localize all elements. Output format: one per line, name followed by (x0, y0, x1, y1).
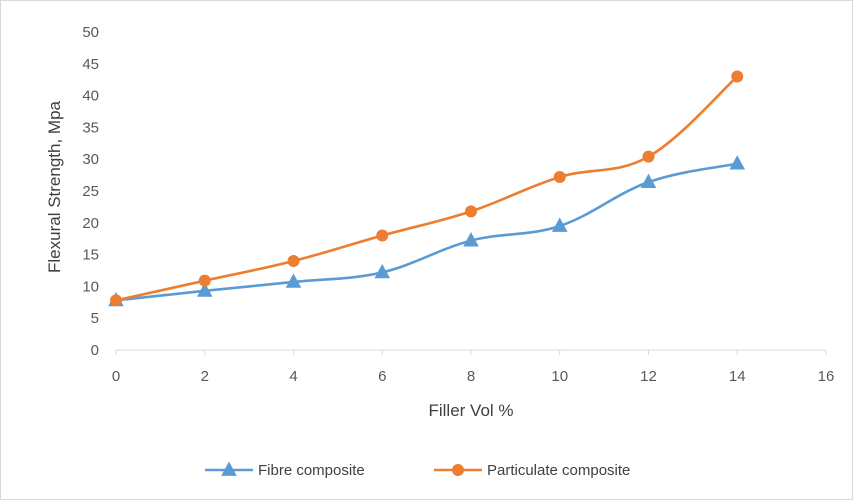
y-tick-label: 20 (82, 215, 99, 232)
y-tick-label: 45 (82, 56, 99, 73)
circle-marker (553, 171, 566, 184)
x-tick-label: 16 (818, 368, 835, 385)
y-tick-label: 50 (82, 24, 99, 41)
legend: Fibre composite Particulate composite (205, 461, 630, 479)
y-tick-label: 15 (82, 247, 99, 264)
x-tick-label: 4 (289, 368, 297, 385)
x-tick-label: 14 (729, 368, 746, 385)
x-tick-label: 10 (551, 368, 568, 385)
x-axis-ticks: 0 2 4 6 8 10 12 14 16 (112, 350, 835, 385)
triangle-marker (729, 155, 746, 170)
series-particulate-composite (110, 70, 744, 307)
y-axis-ticks: 0 5 10 15 20 25 30 35 40 45 50 (82, 24, 99, 359)
y-tick-label: 5 (91, 310, 99, 327)
y-tick-label: 25 (82, 183, 99, 200)
x-tick-label: 2 (201, 368, 209, 385)
triangle-marker (640, 173, 657, 188)
y-tick-label: 40 (82, 88, 99, 105)
circle-marker (642, 150, 655, 163)
legend-label: Fibre composite (258, 462, 365, 479)
circle-marker (452, 464, 464, 476)
circle-marker (731, 70, 744, 83)
circle-marker (287, 254, 300, 267)
circle-marker (110, 294, 122, 307)
y-axis-title: Flexural Strength, Mpa (45, 100, 64, 273)
x-tick-label: 8 (467, 368, 475, 385)
triangle-marker (463, 232, 479, 247)
series-line (114, 75, 739, 302)
triangle-marker (374, 263, 391, 279)
x-tick-label: 6 (378, 368, 386, 385)
triangle-marker (551, 217, 568, 232)
legend-item: Particulate composite (434, 462, 630, 479)
legend-label: Particulate composite (487, 462, 630, 479)
triangle-marker (196, 282, 213, 297)
x-tick-label: 0 (112, 368, 120, 385)
legend-item: Fibre composite (205, 461, 365, 479)
y-tick-label: 35 (82, 119, 99, 136)
series-line (114, 162, 739, 302)
triangle-marker (221, 461, 237, 476)
circle-marker (465, 205, 477, 218)
x-tick-label: 12 (640, 368, 657, 385)
y-tick-label: 0 (91, 342, 99, 359)
circle-marker (198, 274, 211, 287)
series-fibre-composite (108, 155, 746, 307)
x-axis-title: Filler Vol % (428, 401, 513, 420)
y-tick-label: 10 (82, 278, 99, 295)
series-group (108, 70, 746, 307)
y-tick-label: 30 (82, 151, 99, 168)
circle-marker (376, 229, 389, 242)
triangle-marker (285, 273, 302, 288)
